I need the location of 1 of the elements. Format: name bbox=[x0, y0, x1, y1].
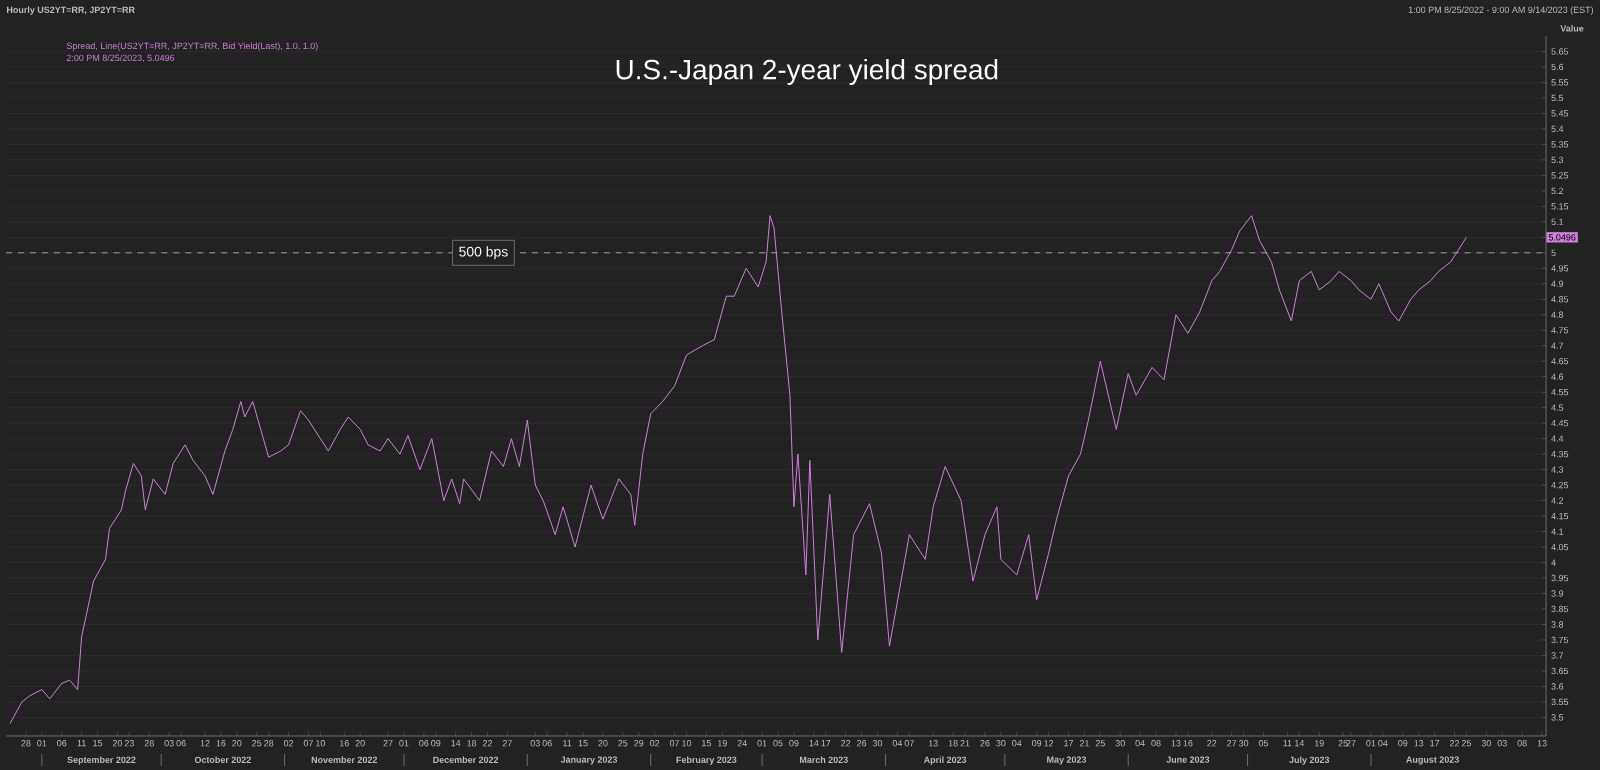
text: U.S.-Japan 2-year yield spread bbox=[616, 58, 998, 85]
